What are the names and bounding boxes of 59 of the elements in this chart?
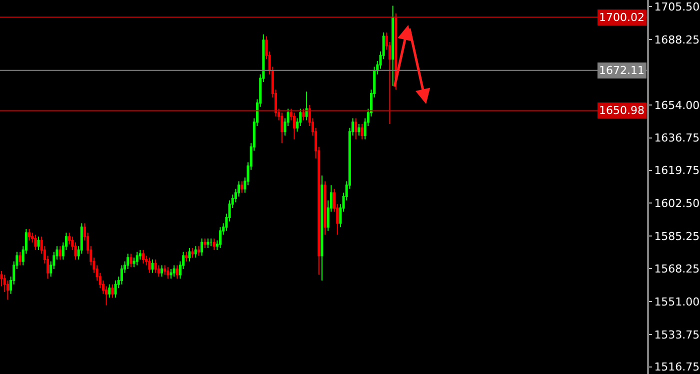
y-tick-label: 1654.00 [654, 98, 700, 112]
candlestick [219, 226, 222, 249]
candlestick [206, 238, 210, 249]
candlestick [394, 12, 398, 90]
candlestick [166, 266, 170, 280]
candlestick [108, 284, 111, 298]
candlestick [204, 238, 206, 249]
candlestick [191, 248, 194, 258]
candlestick [324, 180, 326, 236]
candlestick [185, 251, 188, 262]
candlestick [111, 284, 114, 298]
candlestick [130, 253, 132, 268]
candlestick [114, 280, 117, 298]
ref-line-label: 1700.02 [599, 11, 644, 24]
ref-line-label: 1650.98 [599, 104, 644, 117]
candlestick [392, 5, 394, 86]
candlestick [58, 246, 62, 260]
candlestick [354, 118, 358, 140]
y-tick-label: 1602.50 [654, 197, 700, 210]
candlestick [280, 112, 284, 144]
y-tick-label: 1688.25 [654, 33, 700, 46]
y-tick-label: 1585.25 [654, 230, 700, 243]
candlestick [37, 236, 40, 250]
candlestick [126, 253, 130, 270]
candlestick [172, 264, 176, 278]
candlestick [160, 264, 163, 278]
candlestick [148, 257, 151, 274]
candlestick [210, 238, 212, 247]
y-tick-label: 1619.75 [654, 164, 700, 178]
candlestick [154, 259, 157, 274]
candlestick [136, 251, 138, 266]
candlestick [292, 112, 296, 140]
candlestick [212, 238, 216, 250]
y-tick-label: 1568.25 [654, 262, 700, 276]
candlestick [320, 175, 324, 281]
candlestick [28, 228, 31, 241]
candlestick [197, 246, 200, 256]
candlestick [358, 124, 360, 136]
candlestick [34, 234, 37, 250]
y-tick-label: 1551.00 [654, 295, 700, 308]
candlestick [120, 264, 123, 285]
candlestick [200, 238, 204, 256]
y-tick-label: 1533.75 [654, 328, 700, 342]
candlestick [164, 264, 166, 276]
candlestick [305, 91, 308, 121]
candlestick [194, 246, 197, 258]
candlestick [176, 264, 178, 280]
ref-line-label: 1672.11 [599, 64, 644, 77]
candlestick [240, 180, 244, 194]
candlestick [302, 108, 305, 121]
y-tick-label: 1516.75 [654, 360, 700, 374]
candlestick [151, 259, 154, 274]
y-tick-label: 1705.50 [654, 0, 700, 14]
candlestick [170, 268, 172, 280]
candlestick [360, 124, 364, 140]
candlestick [188, 248, 191, 262]
candlestick [18, 251, 22, 266]
y-tick-label: 1636.75 [654, 132, 700, 145]
candlestick [142, 249, 145, 264]
